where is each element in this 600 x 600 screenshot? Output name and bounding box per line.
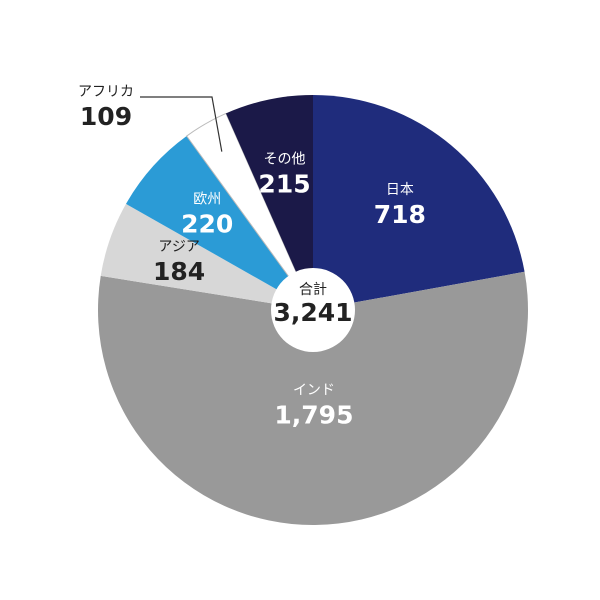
leader-line [140, 96, 223, 152]
slice-value: 220 [181, 209, 233, 238]
slice [97, 271, 528, 525]
slices [97, 95, 528, 525]
slice-name: その他 [264, 151, 306, 167]
slice-name: アフリカ [78, 84, 134, 100]
labels: 日本 718 インド 1,795 アジア 184 欧州 220 アフリカ 109 その他 215 [78, 84, 426, 430]
slice [225, 95, 313, 310]
slice [126, 136, 313, 310]
slice-name: 日本 [386, 182, 414, 198]
slice-value: 718 [374, 200, 426, 229]
slice [100, 203, 313, 310]
total-value: 3,241 [273, 298, 352, 327]
slice-name: インド [293, 383, 335, 399]
slice [313, 95, 525, 310]
slice-value: 109 [80, 102, 132, 131]
slice-value: 184 [153, 257, 205, 286]
slice-name: アジア [158, 239, 199, 255]
total-name: 合計 [299, 282, 327, 298]
slice [185, 112, 314, 311]
center-hole [271, 268, 355, 352]
slice-value: 215 [258, 169, 310, 198]
slice-name: 欧州 [193, 191, 221, 207]
slice-value: 1,795 [274, 401, 353, 430]
